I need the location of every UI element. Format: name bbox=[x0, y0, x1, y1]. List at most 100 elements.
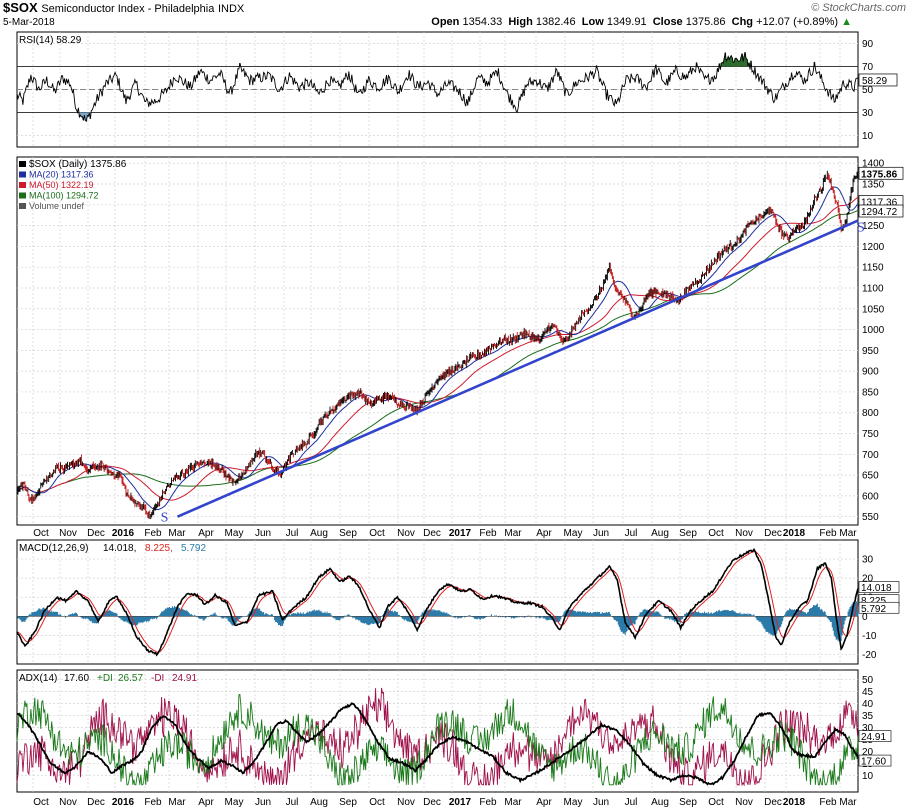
adx-line bbox=[16, 702, 859, 786]
plus-di-line bbox=[16, 693, 859, 786]
x-axis-label: Jun bbox=[255, 797, 271, 808]
y-tick-label: 30 bbox=[862, 108, 874, 119]
legend-item: $SOX (Daily) 1375.86 bbox=[29, 159, 127, 170]
x-axis-label: Jun bbox=[593, 528, 609, 539]
y-tick-label: 1250 bbox=[862, 221, 885, 232]
x-axis-label: Sep bbox=[339, 528, 357, 539]
adx-title: -DI bbox=[151, 673, 164, 684]
legend-swatch bbox=[19, 171, 26, 178]
macd-value-label: 5.792 bbox=[861, 604, 886, 615]
macd-value-label: 8.225 bbox=[861, 596, 886, 607]
stockcharts-watermark: © StockCharts.com bbox=[811, 2, 906, 14]
y-tick-label: 1350 bbox=[862, 180, 885, 191]
legend-item: MA(20) 1317.36 bbox=[29, 170, 94, 180]
macd-title: 14.018, bbox=[103, 543, 136, 554]
macd-histogram bbox=[17, 601, 859, 642]
chart-date: 5-Mar-2018 bbox=[3, 17, 55, 28]
x-axis-label: Mar bbox=[168, 797, 186, 808]
x-axis-label: Dec bbox=[87, 797, 105, 808]
adx-value-label: 17.60 bbox=[861, 757, 886, 768]
y-tick-label: 1000 bbox=[862, 325, 885, 336]
x-axis-label: Jul bbox=[286, 797, 299, 808]
ma100-line bbox=[16, 209, 859, 494]
y-tick-label: 600 bbox=[862, 491, 879, 502]
x-axis-label: Sep bbox=[679, 797, 697, 808]
price-bars-down bbox=[21, 172, 845, 519]
x-axis-label: Feb bbox=[144, 797, 162, 808]
x-axis-label: 2016 bbox=[112, 528, 135, 539]
adx-title: 24.91 bbox=[172, 673, 197, 684]
price-panel: 1400135013001250120011501100105010009509… bbox=[16, 156, 904, 526]
x-axis-label: Nov bbox=[59, 797, 77, 808]
symbol-label: $SOX bbox=[3, 0, 38, 15]
y-tick-label: 1050 bbox=[862, 304, 885, 315]
x-axis-label: Jun bbox=[593, 797, 609, 808]
x-axis-label: Dec bbox=[87, 528, 105, 539]
x-axis-label: Apr bbox=[536, 797, 552, 808]
x-axis-label: May bbox=[225, 528, 244, 539]
macd-line bbox=[16, 547, 859, 657]
x-axis-label: Mar bbox=[168, 528, 186, 539]
symbol-name: Semiconductor Index - Philadelphia bbox=[41, 3, 215, 15]
price-panel-frame bbox=[16, 156, 859, 526]
legend-item: Volume undef bbox=[29, 201, 85, 211]
high-label: High bbox=[508, 16, 533, 28]
x-axis-label: Aug bbox=[651, 528, 669, 539]
chg-value: +12.07 (+0.89%) bbox=[756, 16, 839, 28]
x-axis-label: 2017 bbox=[449, 797, 472, 808]
x-axis-label: Dec bbox=[423, 797, 441, 808]
chg-label: Chg bbox=[731, 16, 754, 28]
adx-title: ADX(14) bbox=[19, 673, 57, 684]
x-axis-label: Sep bbox=[339, 797, 357, 808]
x-axis-label: Mar bbox=[504, 528, 522, 539]
x-axis-label: Jun bbox=[255, 528, 271, 539]
x-axis-label: Apr bbox=[536, 528, 552, 539]
x-axis-label: Sep bbox=[679, 528, 697, 539]
y-tick-label: 650 bbox=[862, 471, 879, 482]
x-axis-label: Aug bbox=[310, 797, 328, 808]
adx-title: 17.60 bbox=[64, 673, 89, 684]
x-axis-label: 2018 bbox=[783, 797, 806, 808]
price-value-label: 1375.86 bbox=[861, 169, 898, 180]
x-axis-label: Jul bbox=[625, 797, 638, 808]
x-axis-label: Oct bbox=[708, 797, 724, 808]
x-axis-label: Nov bbox=[59, 528, 77, 539]
x-axis-label: Dec bbox=[423, 528, 441, 539]
x-axis-label: Feb bbox=[144, 528, 162, 539]
x-axis-label: Feb bbox=[819, 528, 837, 539]
y-tick-label: 50 bbox=[862, 85, 874, 96]
macd-value-box bbox=[858, 581, 900, 593]
x-axis-label: May bbox=[564, 528, 583, 539]
exchange-label: INDX bbox=[217, 3, 245, 15]
legend-item: MA(50) 1322.19 bbox=[29, 180, 94, 190]
y-tick-label: 90 bbox=[862, 39, 874, 50]
y-tick-label: 30 bbox=[862, 723, 874, 734]
macd-value-box bbox=[858, 601, 900, 614]
y-tick-label: 950 bbox=[862, 346, 879, 357]
adx-panel-frame bbox=[16, 669, 859, 793]
swing-annotation: S bbox=[161, 511, 169, 526]
swing-annotation: S bbox=[857, 221, 865, 236]
x-axis-label: Apr bbox=[198, 797, 214, 808]
macd-panel: 3020100-10-20MACD(12,26,9)14.018,8.225,5… bbox=[16, 539, 900, 665]
rsi-value-label: 58.29 bbox=[862, 76, 887, 87]
legend-item: MA(100) 1294.72 bbox=[29, 191, 99, 201]
rsi-panel: 90 70 50 30 10 RSI(14) 58.29 58.29 bbox=[16, 31, 898, 148]
y-tick-label: 20 bbox=[862, 574, 874, 585]
x-axis-label: Aug bbox=[310, 528, 328, 539]
x-axis-label: Oct bbox=[708, 528, 724, 539]
macd-signal-line bbox=[16, 550, 859, 653]
macd-title: 5.792 bbox=[181, 543, 206, 554]
y-tick-label: -10 bbox=[862, 631, 877, 642]
close-value: 1375.86 bbox=[685, 16, 726, 28]
low-value: 1349.91 bbox=[606, 16, 647, 28]
open-label: Open bbox=[431, 16, 460, 28]
x-axis-label: 2017 bbox=[449, 528, 472, 539]
macd-panel-frame bbox=[16, 539, 859, 665]
low-label: Low bbox=[581, 16, 604, 28]
x-axis-label: Mar bbox=[839, 797, 857, 808]
y-tick-label: 45 bbox=[862, 687, 874, 698]
adx-value-label: 24.91 bbox=[861, 732, 886, 743]
x-axis-label: Oct bbox=[369, 797, 385, 808]
